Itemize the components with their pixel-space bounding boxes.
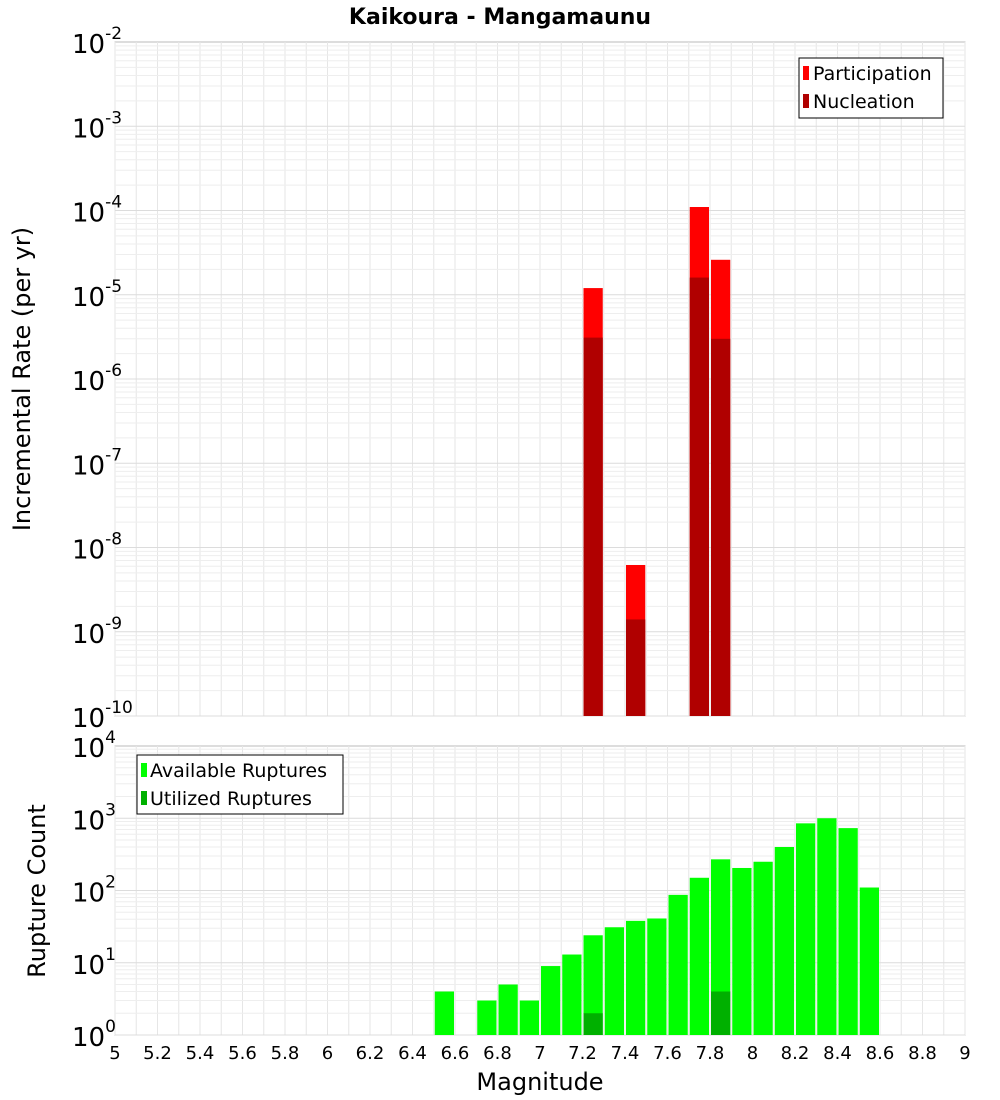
x-ticks: 5 5.2 5.4 5.6 5.8 6 6.2 6.4 6.6 6.8 7 7.2 7.4 7.6 7.8 8… (109, 1043, 970, 1064)
top-legend: Participation Nucleation (798, 57, 944, 119)
top-y-tick-label: 10-4 (72, 193, 122, 229)
x-tick-label: 5 (109, 1043, 120, 1064)
bottom-bar-available-ruptures (477, 1000, 497, 1035)
bottom-bar-available-ruptures (817, 818, 837, 1035)
x-tick-label: 9 (959, 1043, 970, 1064)
bottom-bar-available-ruptures (689, 877, 709, 1035)
x-tick-label: 5.4 (186, 1043, 215, 1064)
x-tick-label: 5.6 (228, 1043, 257, 1064)
x-tick-label: 7.4 (611, 1043, 640, 1064)
bottom-bar-available-ruptures (796, 823, 816, 1035)
top-bar-nucleation (689, 277, 709, 716)
top-panel: 10-10 10-9 10-8 10-7 10-6 10-5 10-4 10-3 10-2 In… (8, 24, 966, 734)
x-tick-label: 7.8 (696, 1043, 725, 1064)
bottom-bar-utilized-ruptures (583, 1013, 603, 1035)
top-y-tick-label: 10-10 (72, 698, 133, 734)
x-tick-label: 8.4 (823, 1043, 852, 1064)
bottom-bar-available-ruptures (562, 954, 582, 1035)
bottom-y-tick-label: 100 (72, 1017, 116, 1053)
x-tick-label: 8.8 (908, 1043, 937, 1064)
bottom-bar-available-ruptures (498, 984, 518, 1035)
x-tick-label: 7.2 (568, 1043, 597, 1064)
bottom-bar-available-ruptures (434, 991, 454, 1035)
bottom-legend-box (136, 754, 344, 815)
bottom-y-axis-label: Rupture Count (23, 804, 51, 978)
bottom-y-tick-label: 101 (72, 945, 116, 981)
top-y-tick-label: 10-8 (72, 530, 122, 566)
top-bar-nucleation (711, 338, 731, 716)
legend-swatch-available (141, 763, 147, 777)
top-y-axis-label: Incremental Rate (per yr) (8, 227, 36, 531)
top-legend-box (798, 57, 944, 119)
bottom-bar-available-ruptures (583, 935, 603, 1035)
bottom-bar-available-ruptures (838, 828, 858, 1035)
bottom-y-tick-label: 103 (72, 800, 116, 836)
bottom-bar-available-ruptures (519, 1000, 539, 1035)
legend-label-available: Available Ruptures (150, 760, 327, 782)
bottom-bar-available-ruptures (732, 867, 752, 1035)
top-y-tick-label: 10-2 (72, 24, 122, 60)
x-tick-label: 7 (534, 1043, 545, 1064)
top-y-tick-label: 10-6 (72, 361, 122, 397)
x-tick-label: 5.2 (143, 1043, 172, 1064)
chart-title: Kaikoura - Mangamaunu (349, 5, 651, 30)
legend-label-participation: Participation (813, 63, 932, 85)
bottom-y-tick-label: 104 (72, 728, 116, 764)
top-y-tick-label: 10-3 (72, 108, 122, 144)
x-tick-label: 6.6 (441, 1043, 470, 1064)
bottom-bar-available-ruptures (626, 920, 646, 1035)
bottom-bar-available-ruptures (604, 927, 624, 1035)
x-tick-label: 8.6 (866, 1043, 895, 1064)
top-grid (114, 42, 966, 717)
bottom-grid (114, 746, 966, 1036)
x-tick-label: 8.2 (781, 1043, 810, 1064)
bottom-bar-available-ruptures (647, 918, 667, 1035)
bottom-bar-available-ruptures (541, 966, 561, 1035)
legend-swatch-participation (803, 66, 809, 80)
legend-swatch-nucleation (803, 94, 809, 108)
top-y-ticks: 10-10 10-9 10-8 10-7 10-6 10-5 10-4 10-3 10-2 (72, 24, 133, 734)
x-tick-label: 8 (747, 1043, 758, 1064)
top-bar-nucleation (583, 337, 603, 716)
legend-label-utilized: Utilized Ruptures (150, 788, 312, 810)
legend-label-nucleation: Nucleation (813, 91, 915, 113)
top-y-tick-label: 10-7 (72, 445, 122, 481)
bottom-bars (434, 818, 879, 1035)
x-tick-label: 6 (322, 1043, 333, 1064)
bottom-bar-available-ruptures (668, 894, 688, 1035)
bottom-bar-available-ruptures (711, 859, 731, 1035)
bottom-panel: 100 101 102 103 104 5 5.2 5.4 5.6 5.8 6 6.2 6.4 6.6 6… (23, 728, 971, 1096)
top-bar-nucleation (626, 619, 646, 716)
top-bars (583, 207, 731, 716)
x-tick-label: 7.6 (653, 1043, 682, 1064)
x-tick-label: 6.2 (356, 1043, 385, 1064)
bottom-bar-available-ruptures (774, 847, 794, 1035)
bottom-bar-available-ruptures (753, 861, 773, 1035)
x-axis-label: Magnitude (476, 1068, 603, 1096)
x-tick-label: 6.4 (398, 1043, 427, 1064)
bottom-bar-utilized-ruptures (711, 991, 731, 1035)
top-y-tick-label: 10-5 (72, 277, 122, 313)
bottom-y-ticks: 100 101 102 103 104 (72, 728, 116, 1053)
bottom-legend: Available Ruptures Utilized Ruptures (136, 754, 344, 815)
legend-swatch-utilized (141, 791, 147, 805)
x-tick-label: 6.8 (483, 1043, 512, 1064)
x-tick-label: 5.8 (271, 1043, 300, 1064)
bottom-y-tick-label: 102 (72, 873, 116, 909)
bottom-bar-available-ruptures (859, 887, 879, 1035)
top-y-tick-label: 10-9 (72, 614, 122, 650)
